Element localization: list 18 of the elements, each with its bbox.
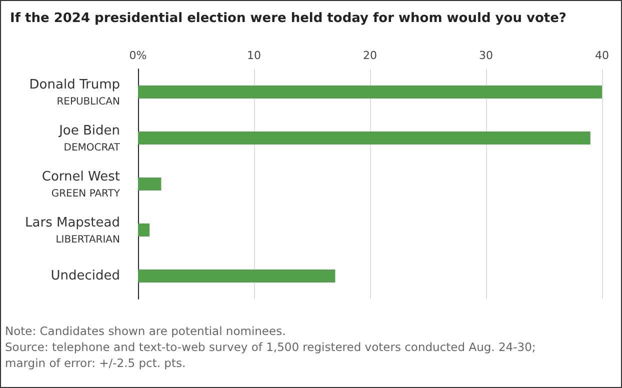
x-tick-label: 40 [595,49,609,62]
bar [138,224,150,236]
y-tick-label: Lars Mapstead LIBERTARIAN [25,216,120,246]
bar [138,132,590,144]
bar [138,178,162,190]
y-tick-label: Donald Trump REPUBLICAN [29,78,120,108]
x-tick-label: 20 [363,49,377,62]
x-tick-label: 30 [479,49,493,62]
bar [138,86,602,98]
chart-title: If the 2024 presidential election were held today for whom would you vote? [10,11,566,26]
y-tick-label: Cornel West GREEN PARTY [42,170,121,200]
y-tick-label: Undecided [50,268,120,284]
source-note: Source: telephone and text-to-web survey of 1,500 registered voters conducted Aug. 24-30; margin of error: +/-2.5 pct. pts. [5,340,540,370]
x-tick-label: 10 [247,49,261,62]
text: Note: Candidates shown are potential nominees. [5,324,286,338]
y-tick-label: Joe Biden DEMOCRAT [58,124,121,154]
x-tick-label: 0% [129,49,147,62]
bar [138,270,336,282]
